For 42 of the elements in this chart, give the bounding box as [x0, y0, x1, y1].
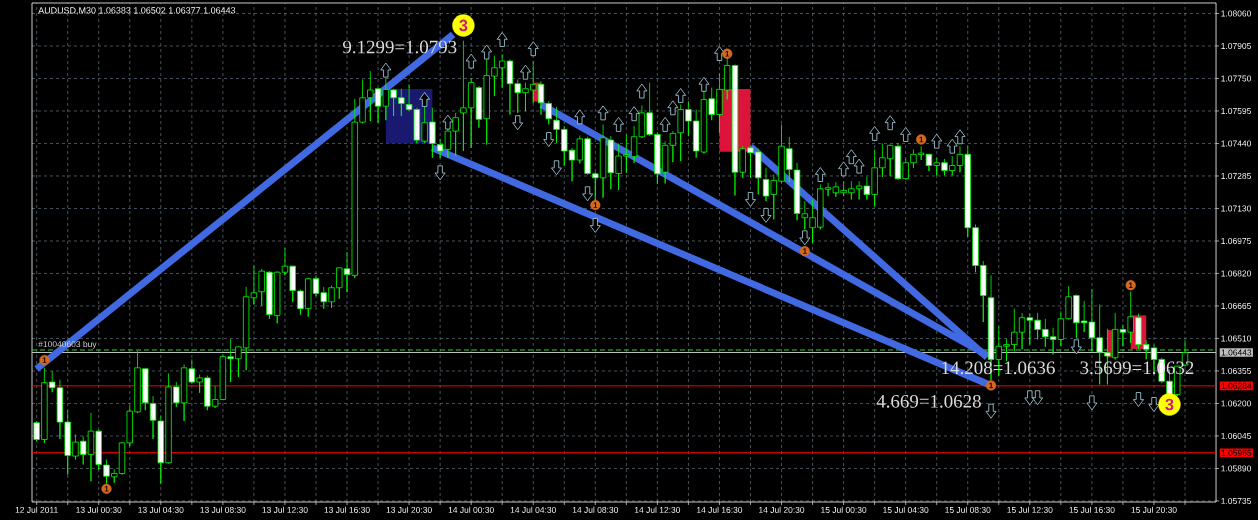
x-tick-label: 15 Jul 04:30	[883, 506, 929, 513]
y-tick-label: 1.05890	[1221, 465, 1252, 472]
x-tick-label: 15 Jul 20:30	[1131, 506, 1177, 513]
x-tick-label: 14 Jul 00:30	[448, 506, 494, 513]
x-tick-label: 14 Jul 08:30	[572, 506, 619, 513]
y-tick-label: 1.06355	[1221, 367, 1251, 374]
annotation: 3	[1165, 398, 1174, 411]
y-tick-label: 1.08060	[1221, 10, 1252, 17]
x-tick-label: 13 Jul 20:30	[386, 506, 432, 513]
x-tick-label: 15 Jul 08:30	[945, 506, 991, 513]
x-tick-label: 13 Jul 16:30	[324, 506, 370, 513]
y-tick-label: 1.07750	[1221, 75, 1252, 82]
y-tick-label: 1.06820	[1221, 270, 1252, 277]
y-tick-label: 1.07285	[1221, 172, 1251, 179]
x-tick-label: 13 Jul 00:30	[76, 506, 122, 513]
y-tick-label: 1.06975	[1221, 237, 1251, 244]
x-tick-label: 15 Jul 00:30	[821, 506, 867, 513]
y-tick-label: 1.07440	[1221, 140, 1252, 147]
y-tick-label: 1.07130	[1221, 205, 1252, 212]
x-tick-label: 14 Jul 16:30	[697, 506, 743, 513]
x-tick-label: 13 Jul 04:30	[138, 506, 184, 513]
y-tick-label: 1.06200	[1221, 400, 1252, 407]
x-tick-label: 15 Jul 12:30	[1007, 506, 1053, 513]
x-tick-label: 15 Jul 16:30	[1069, 506, 1115, 513]
annotation: 4.669=1.0628	[876, 394, 981, 408]
x-tick-label: 13 Jul 08:30	[200, 506, 246, 513]
chart-title: AUDUSD,M30 1.06383 1.06502 1.06377 1.06443	[38, 7, 236, 15]
y-tick-label: 1.05735	[1221, 497, 1251, 504]
x-tick-label: 13 Jul 12:30	[262, 506, 308, 513]
annotation: 3	[459, 19, 468, 32]
x-tick-label: 14 Jul 12:30	[634, 506, 681, 513]
ref-line-label: 1.06443	[1221, 349, 1252, 356]
y-tick-label: 1.07595	[1221, 107, 1251, 114]
y-tick-label: 1.06045	[1221, 432, 1251, 439]
x-tick-label: 14 Jul 20:30	[759, 506, 805, 513]
ref-line-label: 1.05965	[1221, 449, 1252, 456]
y-tick-label: 1.06665	[1221, 302, 1251, 309]
ref-line-label: 1.06284	[1221, 382, 1252, 389]
y-tick-label: 1.07905	[1221, 42, 1251, 49]
x-tick-label: 12 Jul 2011	[15, 506, 58, 513]
x-tick-label: 14 Jul 04:30	[510, 506, 556, 513]
y-tick-label: 1.06510	[1221, 335, 1252, 342]
